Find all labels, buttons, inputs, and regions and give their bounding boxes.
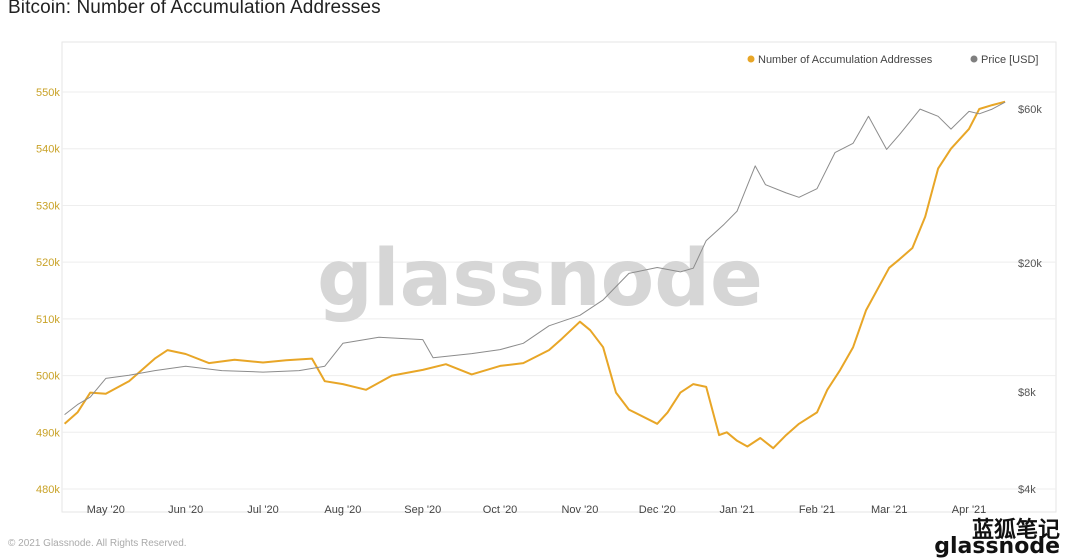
- legend-swatch-accumulation: [747, 55, 755, 63]
- right-tick-label: $20k: [1018, 258, 1042, 270]
- chart-title: Bitcoin: Number of Accumulation Addresse…: [8, 0, 381, 18]
- left-tick-label: 500k: [36, 371, 60, 383]
- x-tick-label: Jul '20: [247, 504, 278, 516]
- gridlines: [62, 91, 1056, 490]
- plot-frame: [61, 41, 1057, 513]
- left-tick-label: 540k: [36, 144, 60, 156]
- left-axis: 480k 490k 500k 510k 520k 530k 540k 550k: [36, 87, 60, 496]
- x-tick-label: Aug '20: [324, 504, 361, 516]
- x-tick-label: Feb '21: [799, 504, 835, 516]
- series-lines: [63, 100, 1006, 450]
- x-tick-label: Apr '21: [952, 504, 987, 516]
- legend-item-accumulation[interactable]: Number of Accumulation Addresses: [747, 54, 933, 66]
- left-tick-label: 530k: [36, 200, 60, 212]
- x-tick-label: Jan '21: [720, 504, 755, 516]
- legend-label-accumulation: Number of Accumulation Addresses: [758, 54, 933, 66]
- right-tick-label: $8k: [1018, 387, 1036, 399]
- legend: Number of Accumulation Addresses Price […: [747, 54, 1039, 66]
- legend-item-price[interactable]: Price [USD]: [970, 54, 1039, 66]
- left-tick-label: 480k: [36, 484, 60, 496]
- left-tick-label: 510k: [36, 314, 60, 326]
- left-tick-label: 520k: [36, 257, 60, 269]
- left-tick-label: 490k: [36, 427, 60, 439]
- x-tick-label: Nov '20: [561, 504, 598, 516]
- legend-label-price: Price [USD]: [981, 54, 1038, 66]
- x-tick-label: Mar '21: [871, 504, 907, 516]
- x-tick-label: Sep '20: [404, 504, 441, 516]
- wechat-overlay-label: 蓝狐笔记: [971, 518, 1060, 543]
- right-tick-label: $4k: [1018, 484, 1036, 496]
- watermark: glassnode: [317, 234, 763, 324]
- x-tick-label: May '20: [87, 504, 125, 516]
- x-tick-label: Oct '20: [483, 504, 518, 516]
- series-line-accumulation: [63, 100, 1006, 450]
- right-axis: $4k $8k $20k $60k: [1018, 104, 1042, 496]
- x-tick-label: Dec '20: [639, 504, 676, 516]
- left-tick-label: 550k: [36, 87, 60, 99]
- brand-overlay: glassnode: [934, 534, 1060, 559]
- x-tick-label: Jun '20: [168, 504, 203, 516]
- copyright-footer: © 2021 Glassnode. All Rights Reserved.: [8, 538, 187, 549]
- right-tick-label: $60k: [1018, 104, 1042, 116]
- series-line-price: [64, 101, 1006, 415]
- legend-swatch-price: [970, 55, 978, 63]
- x-axis: May '20 Jun '20 Jul '20 Aug '20 Sep '20 Oct '…: [87, 504, 987, 516]
